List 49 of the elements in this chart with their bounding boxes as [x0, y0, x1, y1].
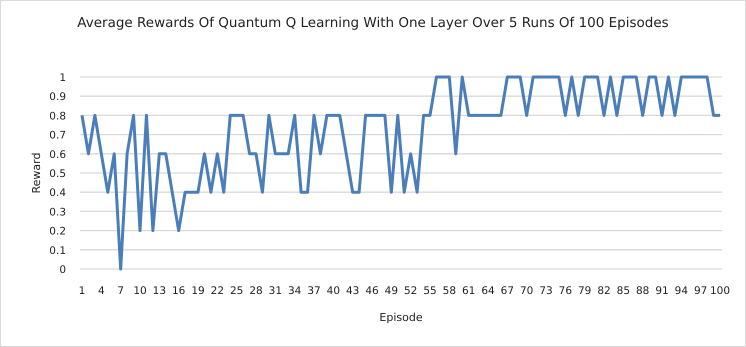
y-tick-label: 0.4: [49, 187, 66, 200]
x-tick-label: 58: [442, 285, 456, 297]
x-tick-label: 67: [500, 285, 514, 297]
y-axis-title: Reward: [30, 152, 43, 194]
x-tick-label: 10: [133, 285, 147, 297]
x-tick-label: 64: [481, 285, 495, 297]
x-tick-label: 34: [288, 285, 302, 297]
line-series: [80, 76, 722, 270]
x-tick-label: 13: [152, 285, 166, 297]
y-tick-label: 1: [59, 72, 66, 84]
x-tick-label: 49: [384, 285, 398, 297]
x-tick-label: 25: [230, 285, 244, 297]
x-tick-label: 70: [520, 285, 534, 297]
x-tick-label: 31: [268, 285, 282, 297]
y-tick-label: 0.2: [49, 226, 66, 238]
x-tick-label: 61: [462, 285, 476, 297]
y-tick-label: 0.8: [49, 110, 66, 122]
x-tick-label: 76: [558, 285, 572, 297]
x-tick-label: 22: [210, 285, 224, 297]
x-tick-label: 16: [172, 285, 186, 297]
x-tick-label: 52: [404, 285, 418, 297]
x-tick-label: 43: [346, 285, 360, 297]
x-tick-label: 55: [423, 285, 437, 297]
x-tick-label: 40: [326, 285, 340, 297]
x-tick-label: 97: [694, 285, 708, 297]
y-tick-label: 0.9: [49, 91, 66, 104]
x-tick-label: 82: [597, 285, 611, 297]
x-tick-label: 28: [249, 285, 263, 297]
x-tick-label: 46: [365, 285, 379, 297]
y-tick-label: 0: [59, 264, 66, 276]
x-tick-label: 73: [539, 285, 553, 297]
x-tick-label: 94: [674, 285, 688, 297]
x-tick-label: 7: [117, 285, 124, 297]
y-tick-label: 0.1: [49, 244, 66, 257]
x-tick-label: 85: [616, 285, 630, 297]
x-tick-label: 4: [98, 285, 105, 297]
x-tick-label: 19: [191, 285, 205, 297]
y-tick-label: 0.3: [49, 206, 66, 218]
x-tick-label: 100: [710, 285, 730, 297]
x-tick-label: 88: [636, 285, 650, 297]
y-tick-label: 0.6: [49, 148, 66, 161]
y-tick-label: 0.7: [49, 130, 66, 142]
x-axis-title: Episode: [379, 311, 423, 324]
x-tick-label: 1: [78, 285, 86, 297]
y-tick-label: 0.5: [49, 168, 66, 180]
chart-title: Average Rewards Of Quantum Q Learning With One Layer Over 5 Runs Of 100 Episodes: [77, 15, 669, 31]
x-tick-label: 37: [307, 285, 321, 297]
x-tick-label: 91: [655, 285, 669, 297]
x-tick-label: 79: [578, 285, 592, 297]
